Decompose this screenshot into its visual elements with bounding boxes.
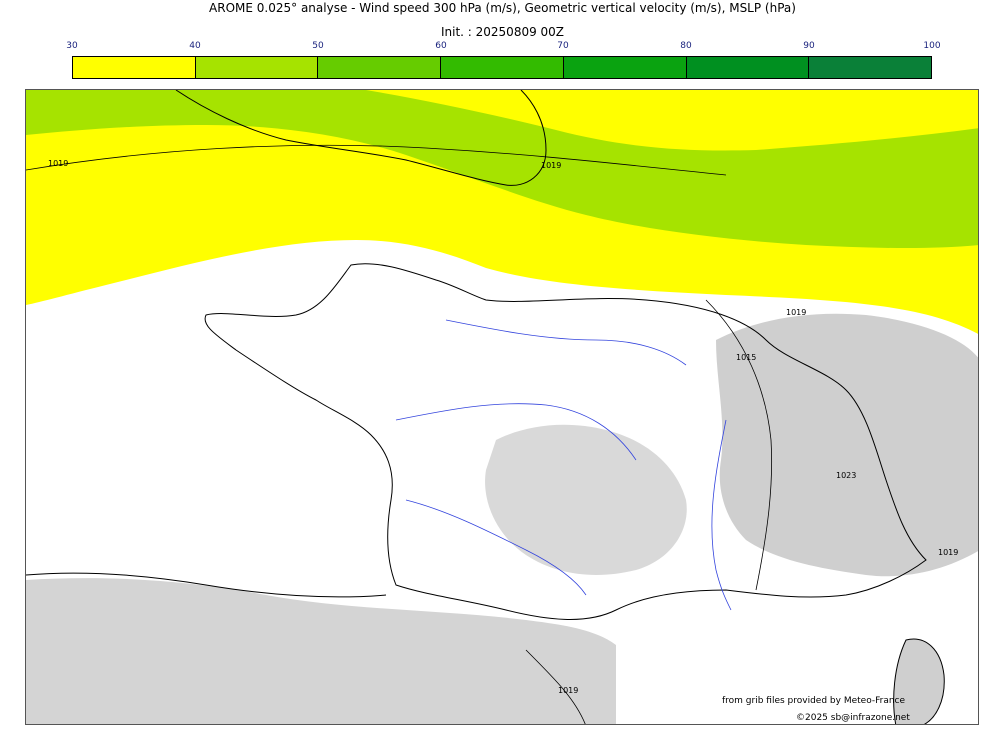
coastline-england	[175, 90, 547, 186]
map-canvas: 1019 1019 1019 1015 1023 1019 1019	[26, 90, 978, 724]
colorbar-tick: 50	[312, 41, 324, 51]
colorbar-tick: 70	[557, 41, 569, 51]
colorbar-tick: 40	[189, 41, 201, 51]
colorbar-tick: 30	[66, 41, 78, 51]
isobar-label: 1019	[786, 308, 806, 317]
map-panel: 1019 1019 1019 1015 1023 1019 1019	[25, 89, 979, 725]
colorbar-tick: 100	[923, 41, 941, 51]
river-seine	[445, 319, 687, 366]
isobar-label: 1019	[541, 161, 561, 170]
colorbar-tick: 60	[435, 41, 447, 51]
river-rhone	[711, 419, 732, 611]
isobar-label: 1023	[836, 471, 856, 480]
colorbar-segment	[563, 57, 687, 78]
isobar-label: 1015	[736, 353, 756, 362]
isobar-line	[26, 144, 727, 176]
colorbar-segment	[318, 57, 442, 78]
colorbar-segment	[441, 57, 564, 78]
init-time: Init. : 20250809 00Z	[440, 25, 565, 39]
isobar-label: 1019	[48, 159, 68, 168]
colorbar-segment	[195, 57, 319, 78]
isobar-label: 1019	[938, 548, 958, 557]
colorbar-segment	[686, 57, 810, 78]
colorbar-segment	[809, 57, 932, 78]
colorbar-tick: 90	[803, 41, 815, 51]
river-garonne	[405, 499, 587, 596]
terrain-corsica	[893, 639, 945, 724]
isobar-line	[525, 649, 586, 724]
coastline-spain	[26, 572, 387, 598]
isobar-label: 1019	[558, 686, 578, 695]
credit-copyright: ©2025 sb@infrazone.net	[796, 713, 910, 723]
map-title: AROME 0.025° analyse - Wind speed 300 hP…	[209, 1, 796, 15]
isobar-line	[705, 299, 773, 591]
colorbar-tick: 80	[680, 41, 692, 51]
coastline-corsica	[893, 638, 945, 724]
terrain-pyrenees	[26, 578, 616, 724]
colorbar-segment	[73, 57, 196, 78]
wind-band-green	[26, 90, 978, 249]
colorbar	[72, 56, 932, 79]
credit-source: from grib files provided by Meteo-France	[722, 696, 906, 706]
river-loire	[395, 403, 637, 461]
terrain-alps	[716, 313, 978, 577]
coastline-france	[204, 263, 927, 620]
terrain-massif-central	[485, 424, 687, 575]
